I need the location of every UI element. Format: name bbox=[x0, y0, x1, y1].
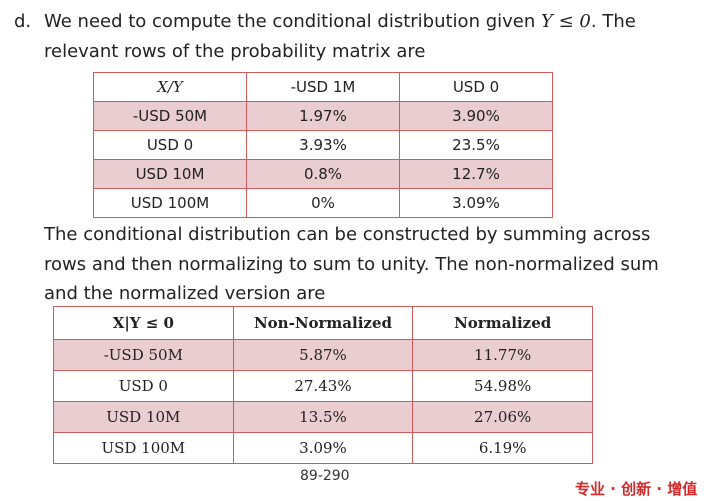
table-cell: USD 0 bbox=[399, 72, 553, 102]
table-cell: USD 0 bbox=[93, 130, 247, 160]
table-cell: USD 100M bbox=[93, 188, 247, 218]
table-row: X/Y -USD 1M USD 0 bbox=[93, 72, 553, 102]
table-cell: Non-Normalized bbox=[232, 306, 414, 340]
probability-table: X/Y -USD 1M USD 0 -USD 50M 1.97% 3.90% USD 0 3.… bbox=[93, 72, 553, 218]
table-cell: 27.43% bbox=[232, 370, 414, 402]
watermark: 专业 · 创新 · 增值 bbox=[575, 480, 698, 498]
table-cell: USD 0 bbox=[53, 370, 234, 402]
table-cell: 11.77% bbox=[412, 339, 593, 371]
table-cell: 5.87% bbox=[232, 339, 414, 371]
table-row: -USD 50M 5.87% 11.77% bbox=[53, 339, 593, 371]
table-cell: 6.19% bbox=[412, 432, 593, 464]
table-cell: 23.5% bbox=[399, 130, 553, 160]
table-cell: -USD 50M bbox=[93, 101, 247, 131]
table-row: USD 10M 13.5% 27.06% bbox=[53, 401, 593, 433]
table-row: -USD 50M 1.97% 3.90% bbox=[93, 101, 553, 131]
table-cell: X/Y bbox=[93, 72, 247, 102]
table-cell: 0% bbox=[246, 188, 400, 218]
text-line: relevant rows of the probability matrix … bbox=[44, 41, 426, 62]
table-cell: 1.97% bbox=[246, 101, 400, 131]
item-label: d. bbox=[14, 11, 32, 32]
table-cell: 3.09% bbox=[232, 432, 414, 464]
table-row: USD 0 27.43% 54.98% bbox=[53, 370, 593, 402]
table-cell: -USD 50M bbox=[53, 339, 234, 371]
text-line: The conditional distribution can be cons… bbox=[44, 224, 651, 245]
table-cell: USD 10M bbox=[93, 159, 247, 189]
text-line: rows and then normalizing to sum to unit… bbox=[44, 254, 659, 275]
table-cell: USD 10M bbox=[53, 401, 234, 433]
table-row: USD 100M 0% 3.09% bbox=[93, 188, 553, 218]
table-row: USD 10M 0.8% 12.7% bbox=[93, 159, 553, 189]
table-cell: X|Y ≤ 0 bbox=[53, 306, 234, 340]
page-number: 89-290 bbox=[300, 468, 350, 484]
table-cell: 0.8% bbox=[246, 159, 400, 189]
text-line: and the normalized version are bbox=[44, 283, 326, 304]
table-cell: USD 100M bbox=[53, 432, 234, 464]
distribution-table: X|Y ≤ 0 Non-Normalized Normalized -USD 50M 5… bbox=[53, 306, 593, 464]
text: We need to compute the conditional distr… bbox=[44, 11, 541, 32]
math: Y ≤ 0 bbox=[541, 11, 591, 32]
text-line: We need to compute the conditional distr… bbox=[44, 11, 636, 32]
text: . The bbox=[590, 11, 636, 32]
table-row: USD 0 3.93% 23.5% bbox=[93, 130, 553, 160]
table-cell: 12.7% bbox=[399, 159, 553, 189]
table-cell: -USD 1M bbox=[246, 72, 400, 102]
table-row: USD 100M 3.09% 6.19% bbox=[53, 432, 593, 464]
table-cell: 27.06% bbox=[412, 401, 593, 433]
table-row: X|Y ≤ 0 Non-Normalized Normalized bbox=[53, 306, 593, 340]
table-cell: 54.98% bbox=[412, 370, 593, 402]
table-cell: 3.09% bbox=[399, 188, 553, 218]
table-cell: 3.90% bbox=[399, 101, 553, 131]
table-cell: 3.93% bbox=[246, 130, 400, 160]
table-cell: Normalized bbox=[412, 306, 593, 340]
table-cell: 13.5% bbox=[232, 401, 414, 433]
